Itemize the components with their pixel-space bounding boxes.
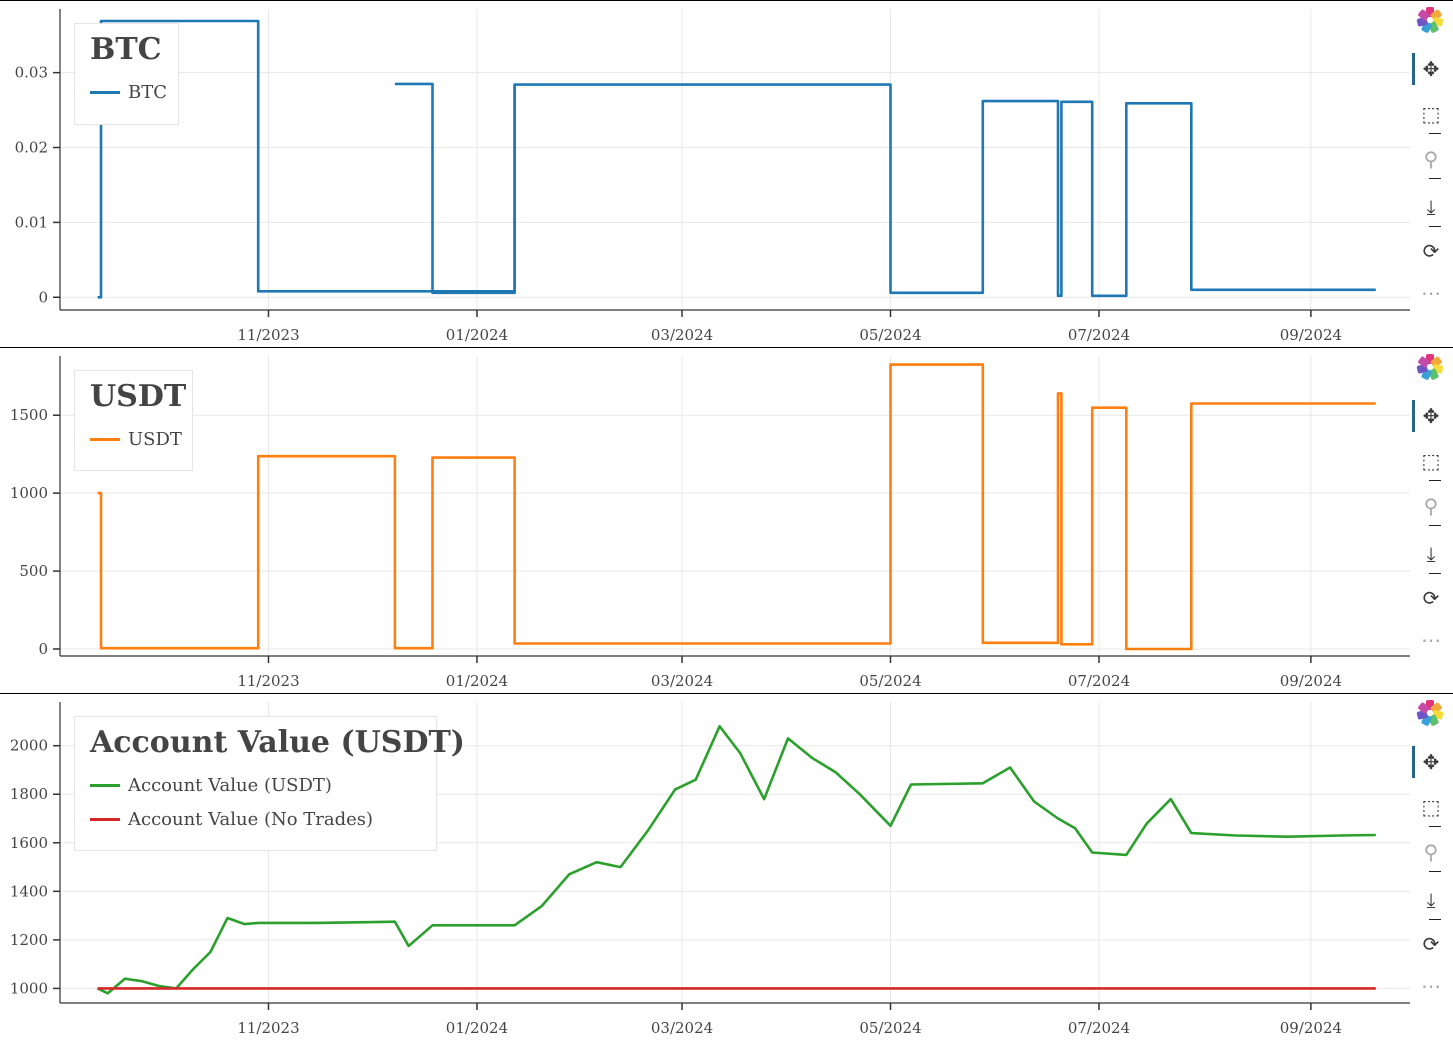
pan-icon[interactable]: ✥ — [1412, 53, 1447, 85]
bokeh-logo-icon — [1415, 698, 1447, 730]
reset-icon[interactable]: ⟳ — [1422, 239, 1440, 263]
usdt-series-line-1[interactable] — [97, 363, 1376, 651]
account-y-tick-label: 1400 — [10, 882, 48, 900]
account-y-tick-label: 1800 — [10, 785, 48, 803]
more-icon[interactable]: ⋯ — [1421, 281, 1441, 305]
usdt-legend: USDT USDT — [74, 370, 193, 471]
account-legend: Account Value (USDT) Account Value (USDT… — [74, 716, 465, 851]
account-series-line-1[interactable] — [97, 725, 1376, 995]
account-legend-item-trades[interactable]: Account Value (USDT) — [90, 774, 332, 796]
btc-legend-item[interactable]: BTC — [90, 81, 167, 103]
bokeh-logo-icon — [1415, 5, 1447, 37]
more-icon[interactable]: ⋯ — [1421, 628, 1441, 652]
account-y-tick-label: 1600 — [10, 834, 48, 852]
wheel-zoom-icon[interactable]: ⚲ — [1423, 494, 1439, 518]
usdt-chart-panel[interactable]: 11/2023 01/2024 03/2024 05/2024 07/2024 09/20… — [0, 347, 1453, 693]
account-y-tick-label: 2000 — [10, 737, 48, 755]
usdt-y-tick-label: 0 — [38, 640, 48, 658]
box-zoom-icon[interactable]: ⬚ — [1421, 449, 1441, 473]
bokeh-logo-icon — [1415, 352, 1447, 384]
toolbar-separator — [1429, 919, 1441, 920]
usdt-chart[interactable]: 11/2023 01/2024 03/2024 05/2024 07/2024 09/20… — [0, 348, 1453, 693]
btc-y-tick-label: 0.03 — [15, 64, 48, 82]
account-legend-label-trades: Account Value (USDT) — [128, 774, 332, 796]
toolbar-separator — [1429, 871, 1441, 872]
account-legend-swatch-trades — [90, 783, 120, 787]
usdt-legend-swatch — [90, 437, 120, 441]
box-zoom-icon[interactable]: ⬚ — [1421, 102, 1441, 126]
pan-icon[interactable]: ✥ — [1412, 400, 1447, 432]
account-x-tick-label: 03/2024 — [651, 1019, 713, 1037]
btc-y-tick-label: 0.01 — [15, 213, 48, 231]
account-x-tick-label: 05/2024 — [859, 1019, 921, 1037]
more-icon[interactable]: ⋯ — [1421, 974, 1441, 998]
btc-x-tick-label: 01/2024 — [446, 326, 508, 344]
btc-series-line-1[interactable] — [97, 19, 1376, 299]
toolbar-separator — [1429, 133, 1441, 134]
usdt-x-tick-label: 11/2023 — [237, 672, 299, 690]
btc-chart-panel[interactable]: 11/2023 01/2024 03/2024 05/2024 07/2024 09/20… — [0, 0, 1453, 347]
btc-legend: BTC BTC — [74, 23, 179, 125]
btc-chart[interactable]: 11/2023 01/2024 03/2024 05/2024 07/2024 09/20… — [0, 1, 1453, 347]
usdt-y-tick-label: 1500 — [10, 406, 48, 424]
reset-icon[interactable]: ⟳ — [1422, 932, 1440, 956]
account-x-tick-label: 07/2024 — [1068, 1019, 1130, 1037]
usdt-legend-title: USDT — [90, 379, 187, 414]
pan-icon[interactable]: ✥ — [1412, 746, 1447, 778]
account-legend-title: Account Value (USDT) — [90, 725, 465, 760]
toolbar-separator — [1429, 226, 1441, 227]
usdt-y-tick-label: 500 — [19, 562, 48, 580]
account-y-tick-label: 1000 — [10, 979, 48, 997]
account-chart[interactable]: 11/2023 01/2024 03/2024 05/2024 07/2024 09/20… — [0, 694, 1453, 1040]
toolbar-separator — [1429, 573, 1441, 574]
save-icon[interactable]: ⤓ — [1426, 195, 1436, 219]
account-x-tick-label: 09/2024 — [1280, 1019, 1342, 1037]
wheel-zoom-icon[interactable]: ⚲ — [1423, 147, 1439, 171]
btc-x-tick-label: 07/2024 — [1068, 326, 1130, 344]
btc-toolbar: ✥ ⬚ ⚲ ⤓ ⟳ ⋯ — [1409, 1, 1453, 347]
usdt-x-tick-label: 03/2024 — [651, 672, 713, 690]
usdt-x-tick-label: 07/2024 — [1068, 672, 1130, 690]
wheel-zoom-icon[interactable]: ⚲ — [1423, 840, 1439, 864]
btc-series-line-2[interactable] — [394, 82, 516, 295]
save-icon[interactable]: ⤓ — [1426, 542, 1436, 566]
btc-y-tick-label: 0.02 — [15, 139, 48, 157]
account-legend-item-notrades[interactable]: Account Value (No Trades) — [90, 808, 373, 830]
btc-legend-title: BTC — [90, 32, 162, 67]
usdt-x-tick-label: 09/2024 — [1280, 672, 1342, 690]
account-x-tick-label: 01/2024 — [446, 1019, 508, 1037]
btc-legend-label: BTC — [128, 81, 168, 103]
usdt-legend-item[interactable]: USDT — [90, 428, 182, 450]
btc-x-tick-label: 09/2024 — [1280, 326, 1342, 344]
account-legend-label-notrades: Account Value (No Trades) — [128, 808, 374, 830]
account-legend-swatch-notrades — [90, 817, 120, 821]
btc-x-tick-label: 03/2024 — [651, 326, 713, 344]
toolbar-separator — [1429, 826, 1441, 827]
usdt-x-tick-label: 01/2024 — [446, 672, 508, 690]
account-y-tick-label: 1200 — [10, 931, 48, 949]
toolbar-separator — [1429, 525, 1441, 526]
toolbar-separator — [1429, 178, 1441, 179]
usdt-legend-label: USDT — [128, 428, 182, 450]
btc-y-tick-label: 0 — [38, 288, 48, 306]
usdt-toolbar: ✥ ⬚ ⚲ ⤓ ⟳ ⋯ — [1409, 348, 1453, 693]
box-zoom-icon[interactable]: ⬚ — [1421, 795, 1441, 819]
btc-legend-swatch — [90, 90, 120, 94]
save-icon[interactable]: ⤓ — [1426, 888, 1436, 912]
usdt-x-tick-label: 05/2024 — [859, 672, 921, 690]
account-x-tick-label: 11/2023 — [237, 1019, 299, 1037]
account-chart-panel[interactable]: 11/2023 01/2024 03/2024 05/2024 07/2024 09/20… — [0, 693, 1453, 1040]
toolbar-separator — [1429, 480, 1441, 481]
reset-icon[interactable]: ⟳ — [1422, 586, 1440, 610]
btc-x-tick-label: 05/2024 — [859, 326, 921, 344]
btc-x-tick-label: 11/2023 — [237, 326, 299, 344]
usdt-y-tick-label: 1000 — [10, 484, 48, 502]
account-toolbar: ✥ ⬚ ⚲ ⤓ ⟳ ⋯ — [1409, 694, 1453, 1040]
